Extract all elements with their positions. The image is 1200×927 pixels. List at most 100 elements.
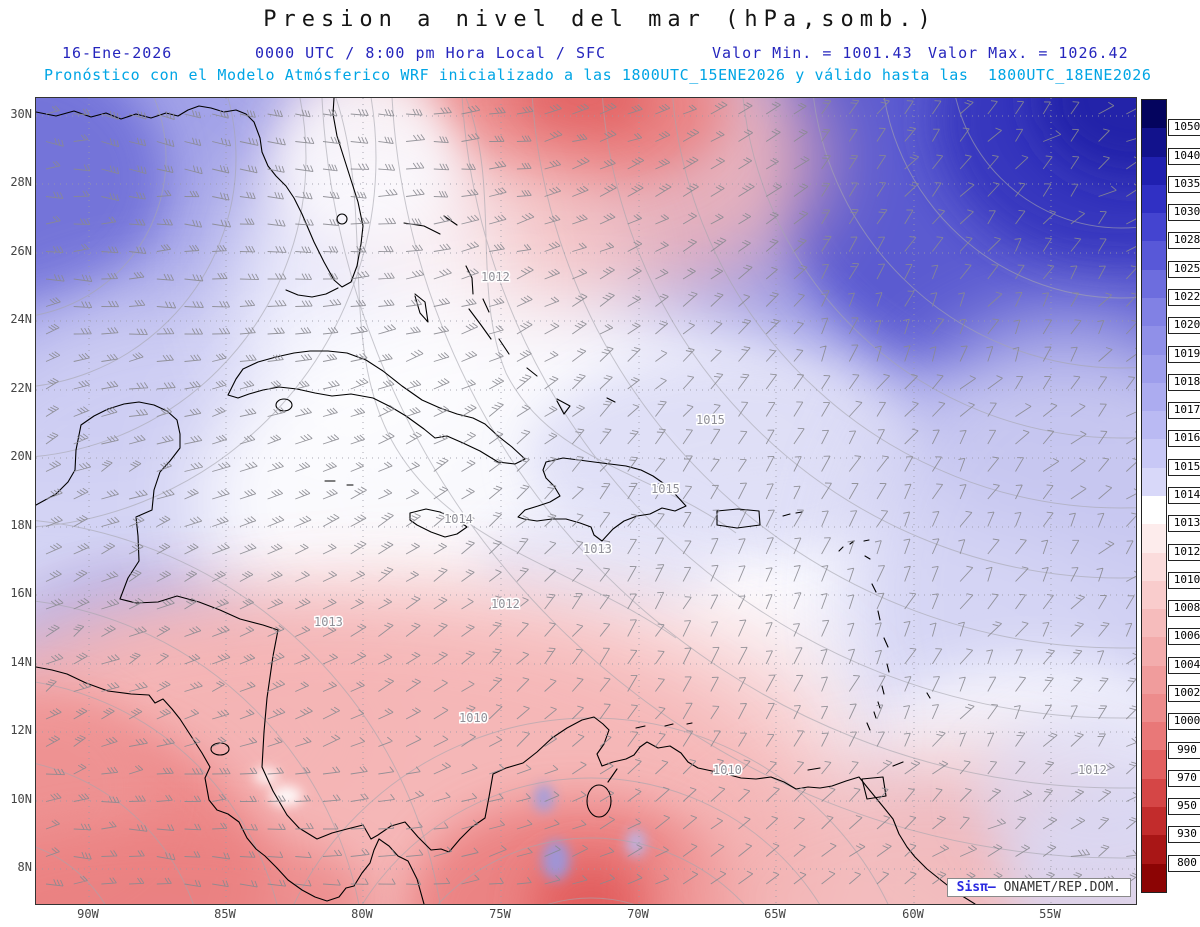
lon-tick-label: 70W xyxy=(627,907,649,921)
colorbar-labels: 1050 1040 1035 1030 1028 1025 1022 1020 1019 1018… xyxy=(1168,0,1200,927)
contour-line xyxy=(672,98,1136,509)
lat-tick-label: 28N xyxy=(10,175,32,189)
colorbar-segment xyxy=(1142,835,1166,864)
valid-time-label: 0000 UTC / 8:00 pm Hora Local / SFC xyxy=(255,44,607,62)
lon-tick-label: 65W xyxy=(764,907,786,921)
contour-line xyxy=(36,98,167,316)
coastline-central-america-pacific xyxy=(36,666,425,904)
colorbar-tick-label: 1035 xyxy=(1168,175,1200,193)
colorbar-tick-label: 930 xyxy=(1168,826,1200,844)
colorbar-segment xyxy=(1142,495,1166,525)
watermark-org: ONAMET/REP.DOM. xyxy=(1003,880,1121,895)
colorbar-segment xyxy=(1142,778,1166,808)
colorbar-tick-label: 990 xyxy=(1168,741,1200,759)
contour-label: 1012 xyxy=(481,270,510,284)
colorbar-tick-label: 1017 xyxy=(1168,402,1200,420)
colorbar-tick-label: 1019 xyxy=(1168,345,1200,363)
lat-tick-label: 14N xyxy=(10,655,32,669)
colorbar-segment xyxy=(1142,326,1166,355)
lat-tick-label: 8N xyxy=(17,860,32,874)
contour-line xyxy=(321,98,1136,859)
contour-line xyxy=(602,98,1136,579)
lake-okeechobee xyxy=(336,213,348,225)
contour-line xyxy=(391,98,1136,789)
coastline-jamaica xyxy=(409,508,468,538)
colorbar-segment xyxy=(1142,439,1166,468)
contour-label: 1013 xyxy=(583,542,612,556)
contour-line xyxy=(437,837,745,904)
contour-label: 1015 xyxy=(651,482,680,496)
colorbar-tick-label: 1012 xyxy=(1168,543,1200,561)
colorbar-segment xyxy=(1142,467,1166,496)
lat-tick-label: 18N xyxy=(10,518,32,532)
lon-tick-label: 85W xyxy=(214,907,236,921)
lat-tick-label: 12N xyxy=(10,723,32,737)
contour-label: 1010 xyxy=(713,763,742,777)
lat-tick-label: 30N xyxy=(10,107,32,121)
lon-tick-label: 80W xyxy=(351,907,373,921)
colorbar-tick-label: 1028 xyxy=(1168,232,1200,250)
coastline-trinidad-tobago xyxy=(861,761,904,800)
contour-label: 1012 xyxy=(491,597,520,611)
contour-line xyxy=(813,98,1136,369)
lat-tick-label: 16N xyxy=(10,586,32,600)
colorbar-segment xyxy=(1142,382,1166,412)
colorbar-segment xyxy=(1142,807,1166,836)
coastline-hispaniola xyxy=(517,457,687,542)
colorbar-tick-label: 1006 xyxy=(1168,628,1200,646)
colorbar-tick-label: 1013 xyxy=(1168,515,1200,533)
lon-tick-label: 90W xyxy=(77,907,99,921)
colorbar-segment xyxy=(1142,213,1166,242)
contour-label: 1012 xyxy=(1078,763,1107,777)
colorbar-segment xyxy=(1142,665,1166,694)
colorbar xyxy=(1141,99,1167,893)
lat-tick-label: 24N xyxy=(10,312,32,326)
colorbar-segment xyxy=(1142,693,1166,723)
max-value-label: Valor Max. = 1026.42 xyxy=(928,44,1129,62)
colorbar-segment xyxy=(1142,411,1166,440)
colorbar-tick-label: 970 xyxy=(1168,769,1200,787)
colorbar-tick-label: 1018 xyxy=(1168,373,1200,391)
colorbar-segment xyxy=(1142,552,1166,581)
contour-line xyxy=(362,777,820,904)
forecast-info-label: Pronóstico con el Modelo Atmósferico WRF… xyxy=(44,66,1152,84)
colorbar-tick-label: 1025 xyxy=(1168,260,1200,278)
colorbar-segment xyxy=(1142,128,1166,157)
colorbar-segment xyxy=(1142,269,1166,298)
coastline-abc-islands xyxy=(635,722,821,771)
coastline-puerto-rico xyxy=(716,508,761,529)
colorbar-tick-label: 800 xyxy=(1168,854,1200,872)
colorbar-segment xyxy=(1142,156,1166,185)
wind-barbs xyxy=(45,99,1136,888)
colorbar-segment xyxy=(1142,241,1166,270)
colorbar-segment xyxy=(1142,722,1166,751)
colorbar-tick-label: 1008 xyxy=(1168,600,1200,618)
lat-tick-label: 26N xyxy=(10,244,32,258)
colorbar-tick-label: 950 xyxy=(1168,798,1200,816)
colorbar-tick-label: 1022 xyxy=(1168,289,1200,306)
colorbar-segment xyxy=(1142,354,1166,383)
contour-line xyxy=(36,98,237,387)
colorbar-tick-label: 1000 xyxy=(1168,713,1200,731)
lat-tick-label: 22N xyxy=(10,381,32,395)
contour-line xyxy=(36,98,307,457)
contour-line xyxy=(742,98,1136,439)
contour-label: 1015 xyxy=(696,413,725,427)
lake-maracaibo xyxy=(586,784,612,818)
lon-tick-label: 60W xyxy=(902,907,924,921)
coastline-cuba xyxy=(227,350,526,465)
lat-tick-label: 10N xyxy=(10,792,32,806)
contour-line xyxy=(36,98,377,528)
coastline-us-gulf-florida xyxy=(36,98,364,288)
colorbar-segment xyxy=(1142,524,1166,553)
colorbar-segment xyxy=(1142,100,1166,129)
contour-label: 1010 xyxy=(459,711,488,725)
contour-line xyxy=(335,98,677,639)
coastlines xyxy=(36,98,976,904)
contour-line xyxy=(883,98,1136,299)
coastline-florida-keys xyxy=(285,287,339,298)
colorbar-segment xyxy=(1142,750,1166,779)
colorbar-tick-label: 1014 xyxy=(1168,487,1200,504)
watermark: Sisπ– ONAMET/REP.DOM. xyxy=(946,878,1131,897)
